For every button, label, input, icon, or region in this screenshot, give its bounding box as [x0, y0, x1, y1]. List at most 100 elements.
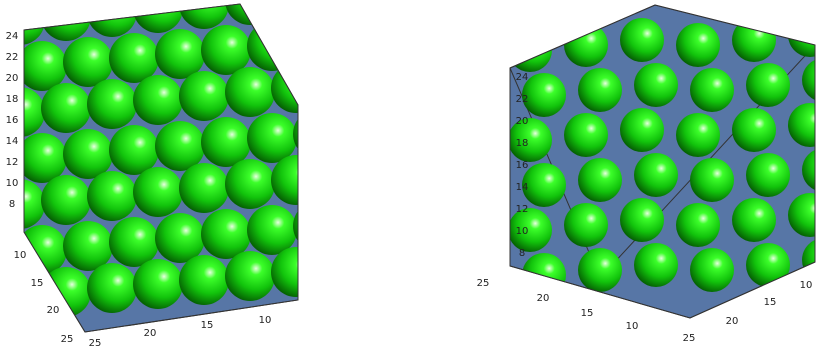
x-tick-label: 15 — [31, 278, 44, 289]
z-tick-label: 12 — [516, 204, 529, 215]
y-tick-label: 15 — [201, 320, 214, 331]
sphere — [578, 158, 622, 202]
sphere — [133, 259, 183, 309]
sphere — [746, 63, 790, 107]
sphere — [634, 153, 678, 197]
y-tick-label: 15 — [764, 297, 777, 308]
x-tick-label: 10 — [626, 321, 639, 332]
sphere — [522, 253, 566, 297]
sphere — [247, 113, 297, 163]
sphere — [41, 83, 91, 133]
sphere — [634, 63, 678, 107]
sphere — [522, 73, 566, 117]
figure: 24 22 20 18 16 14 12 10 8 10 15 20 25 25 20 15 10 24 22 20 1… — [0, 0, 821, 351]
y-tick-label: 20 — [144, 328, 157, 339]
box-2 — [508, 5, 821, 318]
sphere — [690, 68, 734, 112]
z-tick-label: 16 — [516, 160, 529, 171]
sphere — [87, 263, 137, 313]
sphere — [620, 18, 664, 62]
sphere — [293, 109, 343, 159]
sphere — [508, 208, 552, 252]
y-tick-label: 25 — [89, 338, 102, 349]
y-tick-label: 10 — [259, 315, 272, 326]
sphere — [201, 117, 251, 167]
sphere — [690, 158, 734, 202]
sphere — [225, 159, 275, 209]
sphere — [676, 23, 720, 67]
sphere — [155, 29, 205, 79]
sphere — [41, 175, 91, 225]
x-tick-label: 25 — [61, 334, 74, 345]
z-tick-label: 8 — [519, 248, 525, 259]
z-tick-label: 24 — [6, 31, 19, 42]
sphere — [155, 121, 205, 171]
sphere — [179, 71, 229, 121]
z-tick-label: 18 — [516, 138, 529, 149]
sphere — [63, 129, 113, 179]
sphere — [63, 37, 113, 87]
x-tick-label: 25 — [477, 278, 490, 289]
sphere — [732, 18, 776, 62]
z-tick-label: 24 — [516, 72, 529, 83]
sphere — [109, 33, 159, 83]
y-tick-label: 10 — [800, 280, 813, 291]
sphere — [578, 248, 622, 292]
sphere — [732, 108, 776, 152]
sphere — [508, 118, 552, 162]
sphere — [746, 243, 790, 287]
sphere — [109, 217, 159, 267]
x-tick-label: 20 — [537, 293, 550, 304]
sphere — [155, 213, 205, 263]
sphere — [522, 163, 566, 207]
sphere — [620, 198, 664, 242]
sphere — [564, 203, 608, 247]
x-tick-label: 20 — [47, 305, 60, 316]
y-tick-label: 25 — [683, 333, 696, 344]
box-1 — [0, 0, 343, 332]
sphere — [63, 221, 113, 271]
sphere — [225, 251, 275, 301]
sphere — [109, 125, 159, 175]
z-tick-label: 14 — [6, 136, 19, 147]
sphere — [271, 247, 321, 297]
sphere — [201, 209, 251, 259]
z-tick-label: 8 — [9, 199, 15, 210]
sphere — [271, 0, 321, 21]
sphere — [676, 113, 720, 157]
sphere — [87, 171, 137, 221]
sphere — [564, 113, 608, 157]
sphere — [247, 205, 297, 255]
z-tick-label: 14 — [516, 182, 529, 193]
x-tick-label: 15 — [581, 308, 594, 319]
sphere — [746, 153, 790, 197]
sphere — [578, 68, 622, 112]
y-tick-label: 20 — [726, 316, 739, 327]
sphere — [634, 243, 678, 287]
z-tick-label: 20 — [6, 73, 19, 84]
sphere — [133, 75, 183, 125]
z-tick-label: 20 — [516, 116, 529, 127]
sphere — [293, 201, 343, 251]
sphere — [179, 255, 229, 305]
sphere — [676, 203, 720, 247]
sphere — [564, 23, 608, 67]
z-tick-label: 22 — [516, 94, 529, 105]
sphere — [271, 155, 321, 205]
sphere — [732, 198, 776, 242]
z-tick-label: 12 — [6, 157, 19, 168]
sphere — [225, 67, 275, 117]
sphere — [690, 248, 734, 292]
sphere — [133, 167, 183, 217]
z-tick-label: 10 — [516, 226, 529, 237]
sphere — [179, 163, 229, 213]
z-tick-label: 10 — [6, 178, 19, 189]
sphere — [293, 17, 343, 67]
z-tick-label: 18 — [6, 94, 19, 105]
sphere — [87, 79, 137, 129]
x-tick-label: 10 — [14, 250, 27, 261]
z-tick-label: 16 — [6, 115, 19, 126]
sphere — [620, 108, 664, 152]
z-tick-label: 22 — [6, 52, 19, 63]
sphere — [201, 25, 251, 75]
